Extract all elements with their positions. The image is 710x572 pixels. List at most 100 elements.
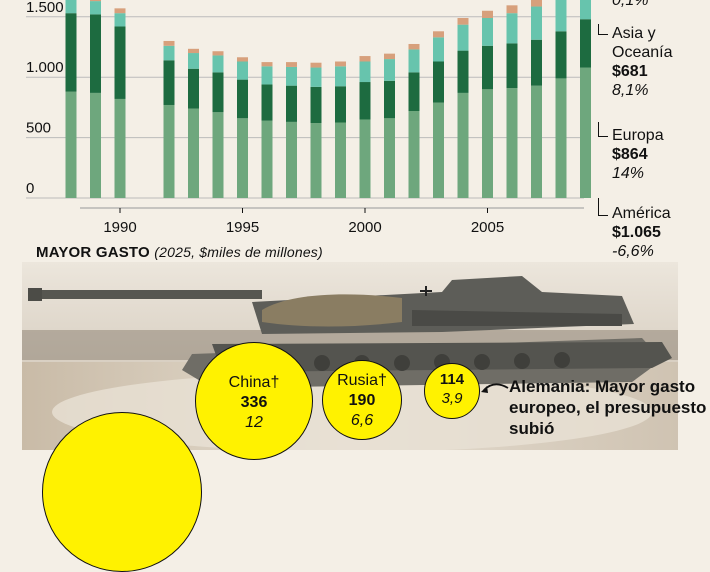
note-arrow bbox=[481, 383, 509, 393]
bar-segment bbox=[310, 123, 322, 198]
bar-segment bbox=[531, 39, 542, 86]
bar-segment bbox=[433, 37, 444, 62]
bar-segment bbox=[384, 118, 395, 198]
bubble-china: China† 336 12 bbox=[195, 342, 313, 460]
bar-segment bbox=[482, 45, 493, 90]
bar-segment bbox=[188, 48, 199, 54]
bar-segment bbox=[286, 121, 297, 198]
bubble-alemania-pct: 3,9 bbox=[441, 390, 463, 407]
bar-segment bbox=[212, 72, 224, 113]
bar-segment bbox=[531, 6, 542, 40]
bar-segment bbox=[237, 61, 248, 80]
bar-segment bbox=[555, 31, 567, 79]
bar-segment bbox=[335, 61, 346, 67]
bar-segment bbox=[580, 19, 591, 68]
x-axis-ticks: 19901995200020052010201520202025 bbox=[103, 208, 594, 236]
legend-europa-name: Europa bbox=[612, 127, 664, 144]
legend-europa-pct: 14% bbox=[612, 165, 645, 182]
bar-segment bbox=[65, 91, 77, 198]
legend-america-pct: -6,6% bbox=[612, 243, 654, 260]
bar-segment bbox=[163, 45, 175, 61]
bar-segment bbox=[580, 67, 591, 198]
bar-segment bbox=[457, 24, 469, 51]
bar-segment bbox=[433, 61, 444, 103]
bar-segment bbox=[310, 67, 322, 87]
bar-segment bbox=[286, 66, 297, 86]
bar-segment bbox=[482, 10, 493, 19]
bar-segment bbox=[359, 56, 371, 62]
legend-america: América $1.065 -6,6% bbox=[612, 204, 671, 261]
bar-segment bbox=[114, 26, 126, 99]
bar-segment bbox=[482, 89, 493, 198]
bar-segment bbox=[212, 55, 224, 73]
bar-segment bbox=[90, 14, 101, 93]
bubble-china-pct: 12 bbox=[245, 414, 263, 431]
bar-segment bbox=[237, 57, 248, 62]
bar-segment bbox=[286, 85, 297, 122]
bar-segment bbox=[286, 62, 297, 67]
x-tick-label: 2000 bbox=[348, 219, 381, 236]
bubble-rusia-name: Rusia† bbox=[337, 372, 387, 389]
bar-segment bbox=[408, 43, 420, 50]
bar-segment bbox=[335, 86, 346, 123]
bar-segment bbox=[335, 122, 346, 198]
legend-asia-value: $681 bbox=[612, 63, 648, 80]
legend-asia-pct: 8,1% bbox=[612, 82, 649, 99]
bar-segment bbox=[457, 50, 469, 93]
y-tick-label: 500 bbox=[26, 120, 51, 137]
bar-segment bbox=[359, 82, 371, 120]
bar-segment bbox=[408, 49, 420, 73]
legend-top-partial: 0,1% bbox=[612, 0, 648, 10]
bar-segment bbox=[90, 1, 101, 15]
bubble-rusia-pct: 6,6 bbox=[350, 412, 374, 429]
bar-segment bbox=[408, 111, 420, 198]
bar-segment bbox=[384, 59, 395, 81]
bubble-rusia: Rusia† 190 6,6 bbox=[322, 360, 402, 440]
bar-segment bbox=[433, 102, 444, 198]
bar-segment bbox=[359, 61, 371, 83]
legend-bracket bbox=[598, 198, 608, 216]
bar-segment bbox=[163, 104, 175, 198]
region-legend: 0,1% Asia y Oceanía $681 8,1% Europa $86… bbox=[594, 0, 710, 275]
x-tick-label: 1995 bbox=[226, 219, 259, 236]
bar-segment bbox=[261, 120, 273, 198]
bar-segment bbox=[506, 13, 518, 44]
bar-segment bbox=[506, 43, 518, 89]
y-tick-label: 1.500 bbox=[26, 0, 64, 16]
alemania-note: Alemania: Mayor gasto europeo, el presup… bbox=[509, 377, 707, 438]
bar-segment bbox=[65, 13, 77, 92]
bar-segment bbox=[188, 108, 199, 198]
legend-top-pct: 0,1% bbox=[612, 0, 649, 9]
y-tick-label: 1.000 bbox=[26, 59, 64, 76]
bubble-china-name: China† bbox=[228, 374, 280, 391]
x-tick-label: 2005 bbox=[471, 219, 504, 236]
bar-segment bbox=[335, 66, 346, 87]
bar-segment bbox=[384, 80, 395, 119]
bar-segment bbox=[212, 51, 224, 56]
bar-segment bbox=[261, 62, 273, 67]
bar-segment bbox=[555, 0, 567, 32]
bar-segment bbox=[457, 92, 469, 198]
spending-title: MAYOR GASTO (2025, $miles de millones) bbox=[36, 244, 323, 261]
bar-segment bbox=[114, 13, 126, 27]
bubble-china-value: 336 bbox=[240, 394, 268, 411]
bar-segment bbox=[408, 72, 420, 112]
bar-segment bbox=[555, 78, 567, 198]
legend-america-name: América bbox=[612, 205, 671, 222]
bar-segment bbox=[384, 53, 395, 60]
chart-bars bbox=[65, 0, 591, 209]
legend-america-value: $1.065 bbox=[612, 224, 661, 241]
legend-asia-name: Asia y bbox=[612, 25, 656, 42]
x-tick-label: 2010 bbox=[593, 219, 594, 236]
bar-segment bbox=[212, 112, 224, 198]
bar-segment bbox=[188, 68, 199, 109]
x-tick-label: 1990 bbox=[103, 219, 136, 236]
bar-segment bbox=[531, 85, 542, 198]
bar-segment bbox=[237, 118, 248, 198]
bar-segment bbox=[482, 18, 493, 46]
bar-segment bbox=[506, 5, 518, 14]
bar-segment bbox=[261, 84, 273, 121]
bar-segment bbox=[506, 88, 518, 198]
bar-segment bbox=[433, 31, 444, 38]
